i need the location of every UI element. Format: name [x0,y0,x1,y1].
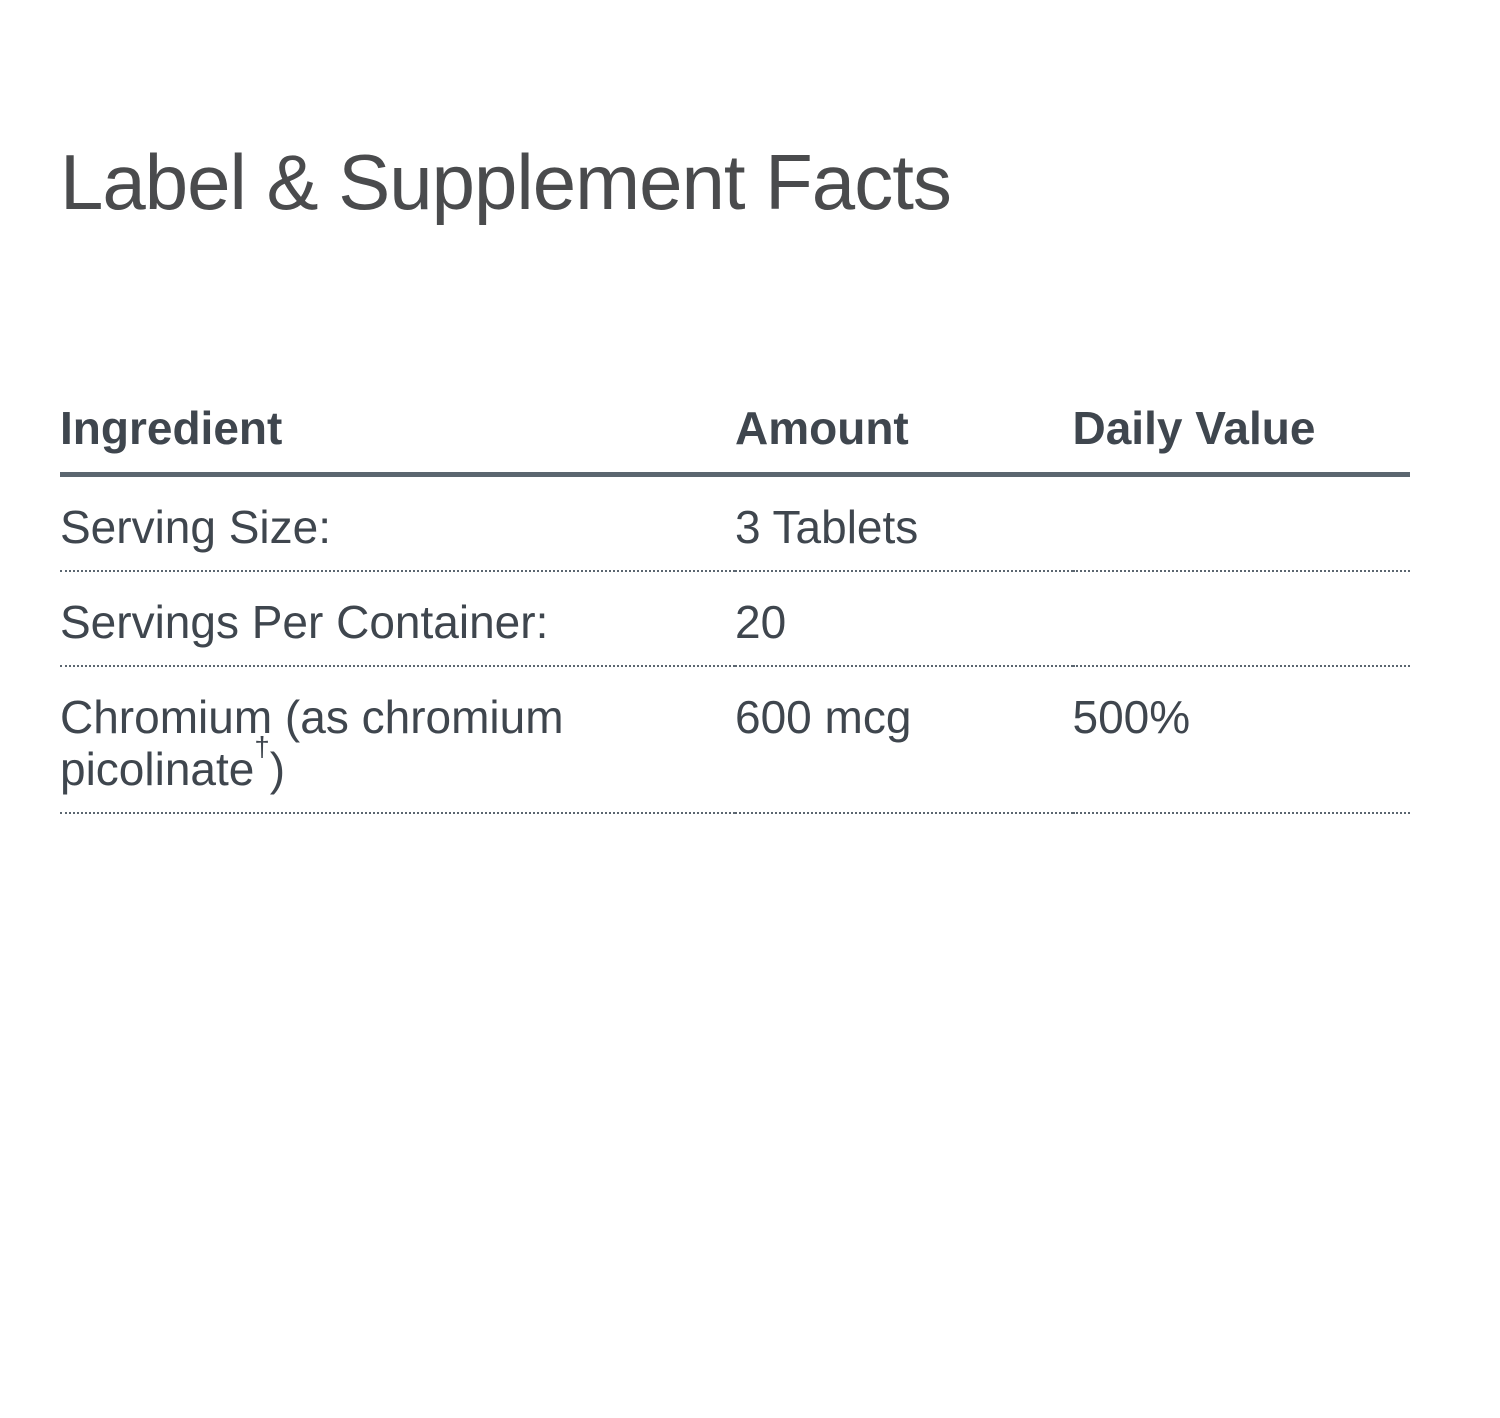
ingredient-label-suffix: ) [269,742,286,795]
supplement-facts-table: Ingredient Amount Daily Value Serving Si… [60,400,1410,814]
ingredient-cell: Serving Size: [60,474,735,572]
amount-cell: 3 Tablets [735,474,1073,572]
content-area: Label & Supplement Facts Ingredient Amou… [0,138,1500,814]
amount-cell: 600 mcg [735,665,1073,814]
column-header-amount: Amount [735,400,1073,477]
daily-value-cell [1072,570,1410,667]
amount-cell: 20 [735,570,1073,667]
table-header-row: Ingredient Amount Daily Value [60,400,1410,477]
daily-value-cell: 500% [1072,665,1410,814]
daily-value-cell [1072,474,1410,572]
ingredient-label: Chromium (as chromium picolinate [60,690,564,795]
ingredient-cell: Chromium (as chromium picolinate†) [60,665,735,814]
ingredient-cell: Servings Per Container: [60,570,735,667]
ingredient-label: Serving Size: [60,500,332,553]
column-header-daily-value: Daily Value [1072,400,1410,477]
table-row: Serving Size: 3 Tablets [60,474,1410,572]
page-title: Label & Supplement Facts [60,138,952,226]
dagger-superscript: † [254,731,270,763]
table-row: Chromium (as chromium picolinate†) 600 m… [60,665,1410,814]
table-row: Servings Per Container: 20 [60,570,1410,667]
ingredient-label: Servings Per Container: [60,595,549,648]
column-header-ingredient: Ingredient [60,400,735,477]
